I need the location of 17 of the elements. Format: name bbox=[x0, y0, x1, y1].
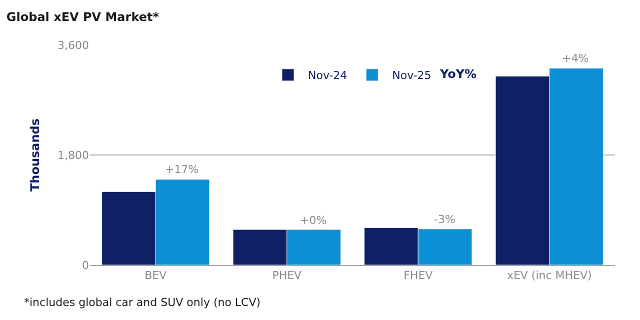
x-tick-label: xEV (inc MHEV) bbox=[506, 269, 592, 282]
annotation: +0% bbox=[300, 214, 327, 227]
y-axis-title: Thousands bbox=[28, 118, 42, 192]
annotation: +17% bbox=[165, 163, 199, 176]
text: *includes global car and SUV only (no LCV) bbox=[24, 296, 261, 309]
y-tick-label: 1,800 bbox=[58, 148, 89, 162]
annotation: +4% bbox=[562, 52, 589, 65]
chart-title: Global xEV PV Market* bbox=[6, 10, 160, 24]
legend-label: Nov-24 bbox=[308, 69, 348, 82]
annotation: YoY% bbox=[439, 67, 477, 81]
x-tick-label: PHEV bbox=[272, 269, 302, 282]
annotation: -3% bbox=[434, 213, 456, 226]
y-tick-label: 3,600 bbox=[58, 38, 89, 52]
y-tick-label: 0 bbox=[82, 258, 89, 272]
legend-label: Nov-25 bbox=[392, 69, 432, 82]
x-tick-label: BEV bbox=[144, 269, 168, 282]
x-tick-label: FHEV bbox=[404, 269, 434, 282]
